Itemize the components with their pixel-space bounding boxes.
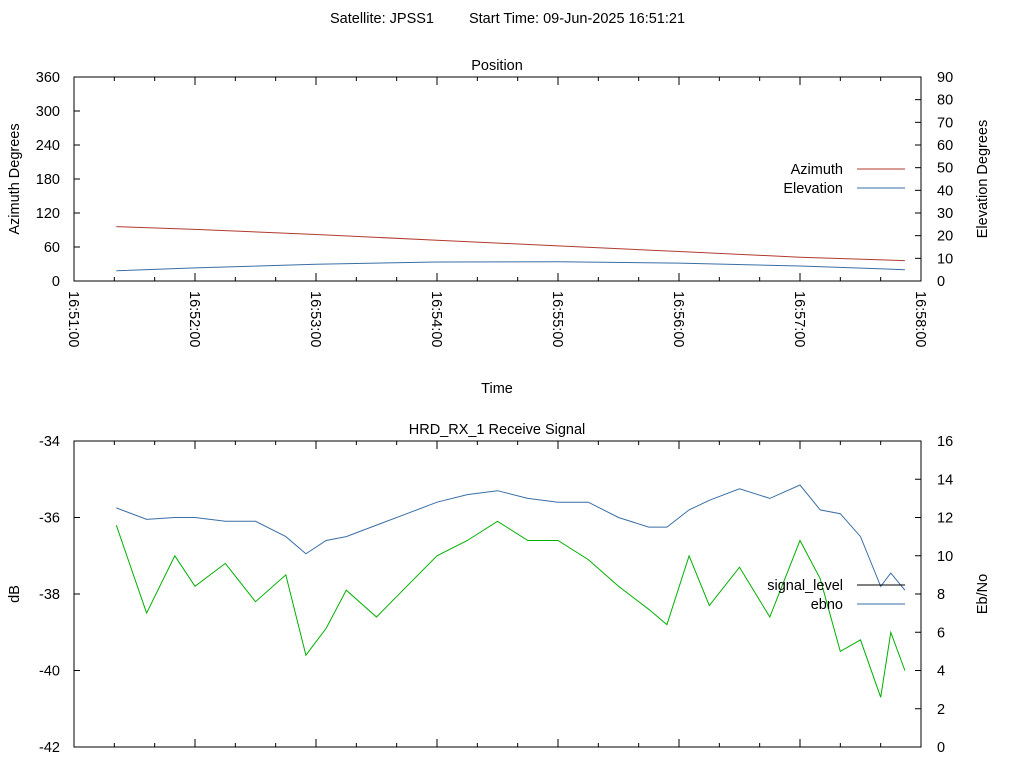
receive-signal-right-tick-label: 12 <box>937 511 953 527</box>
receive-signal-left-tick-label: -34 <box>39 434 60 450</box>
position-x-axis-label: Time <box>481 381 513 397</box>
position-chart-title: Position <box>471 58 523 74</box>
position-right-tick-label: 30 <box>937 206 953 222</box>
position-left-tick-label: 0 <box>52 274 60 290</box>
receive-signal-chart: HRD_RX_1 Receive Signal dB Eb/No -42 -40 -… <box>7 422 991 756</box>
receive-signal-right-tick-label: 14 <box>937 472 953 488</box>
receive-signal-left-tick-label: -40 <box>39 664 60 680</box>
position-legend-label: Elevation <box>783 181 843 197</box>
position-right-tick-label: 50 <box>937 161 953 177</box>
receive-signal-left-axis-label: dB <box>7 585 23 603</box>
satellite-label: Satellite: JPSS1 <box>330 11 434 27</box>
position-x-tick-label: 16:54:00 <box>428 291 444 347</box>
receive-signal-right-tick-label: 8 <box>937 587 945 603</box>
position-x-tick-label: 16:52:00 <box>186 291 202 347</box>
position-right-tick-label: 10 <box>937 251 953 267</box>
position-left-tick-label: 360 <box>36 70 60 86</box>
position-left-tick-label: 240 <box>36 138 60 154</box>
receive-signal-left-tick-label: -36 <box>39 511 60 527</box>
position-x-tick-label: 16:53:00 <box>307 291 323 347</box>
receive-signal-series-signal-trace <box>115 520 906 698</box>
position-x-tick-label: 16:56:00 <box>670 291 686 347</box>
position-left-tick-label: 120 <box>36 206 60 222</box>
receive-signal-left-tick-label: -38 <box>39 587 60 603</box>
position-series-elevation <box>116 261 905 272</box>
position-right-axis-label: Elevation Degrees <box>975 120 991 239</box>
receive-signal-right-axis-label: Eb/No <box>975 574 991 614</box>
position-legend-label: Azimuth <box>791 162 843 178</box>
position-x-tick-label: 16:55:00 <box>549 291 565 347</box>
position-left-tick-label: 180 <box>36 172 60 188</box>
position-right-tick-label: 0 <box>937 274 945 290</box>
receive-signal-right-tick-label: 16 <box>937 434 953 450</box>
receive-signal-right-tick-label: 10 <box>937 549 953 565</box>
position-right-tick-label: 70 <box>937 115 953 131</box>
position-x-tick-label: 16:51:00 <box>65 291 81 347</box>
position-series-azimuth <box>116 226 905 262</box>
position-plot-frame <box>73 76 922 282</box>
receive-signal-right-tick-label: 4 <box>937 664 945 680</box>
receive-signal-chart-title: HRD_RX_1 Receive Signal <box>409 422 586 438</box>
position-x-tick-label: 16:57:00 <box>791 291 807 347</box>
position-left-tick-label: 60 <box>44 240 60 256</box>
position-right-tick-label: 40 <box>937 183 953 199</box>
position-right-tick-label: 60 <box>937 138 953 154</box>
position-left-tick-label: 300 <box>36 104 60 120</box>
position-chart: Position Azimuth Degrees Elevation Degre… <box>7 58 991 397</box>
position-right-tick-label: 20 <box>937 229 953 245</box>
position-x-tick-label: 16:58:00 <box>912 291 928 347</box>
receive-signal-right-tick-label: 2 <box>937 702 945 718</box>
receive-signal-legend-label: signal_level <box>767 578 843 594</box>
start-time-label: Start Time: 09-Jun-2025 16:51:21 <box>469 11 685 27</box>
receive-signal-right-tick-label: 0 <box>937 740 945 756</box>
receive-signal-series-ebno-trace <box>116 484 906 591</box>
receive-signal-plot-frame <box>73 440 922 748</box>
position-right-tick-label: 90 <box>937 70 953 86</box>
receive-signal-legend-label: ebno <box>811 597 843 613</box>
position-right-tick-label: 80 <box>937 93 953 109</box>
receive-signal-right-tick-label: 6 <box>937 625 945 641</box>
position-left-axis-label: Azimuth Degrees <box>7 123 23 234</box>
receive-signal-left-tick-label: -42 <box>39 740 60 756</box>
